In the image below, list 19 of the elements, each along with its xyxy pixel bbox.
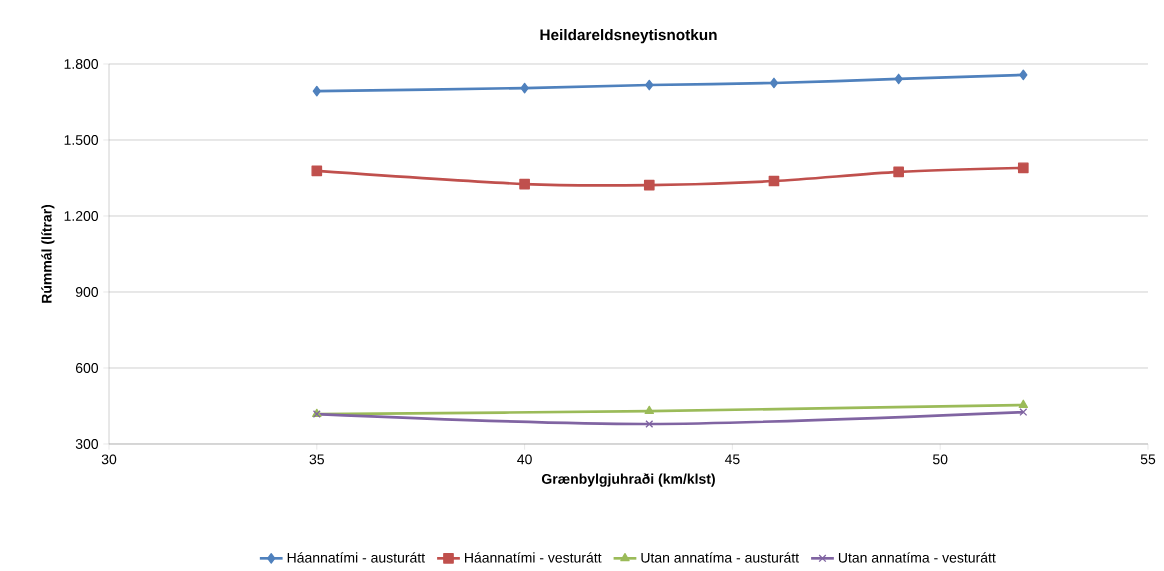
x-tick-label: 35	[309, 454, 324, 465]
chart-title: Heildareldsneytisnotkun	[540, 29, 717, 44]
x-axis-title: Grænbylgjuhraði (km/klst)	[541, 473, 715, 487]
x-tick-label: 40	[517, 454, 532, 465]
y-tick-label: 600	[75, 363, 99, 373]
legend-label: Háannatími - vesturátt	[465, 552, 602, 563]
y-tick-label: 1.800	[64, 59, 99, 69]
y-tick-label: 1.500	[64, 135, 99, 145]
x-tick-label: 50	[932, 454, 948, 465]
legend-label: Háannatími - austurátt	[287, 552, 425, 563]
y-tick-label: 300	[75, 439, 99, 449]
legend-label: Utan annatíma - vesturátt	[838, 552, 996, 563]
x-tick-label: 45	[724, 454, 740, 465]
y-tick-label: 900	[75, 287, 99, 297]
legend-label: Utan annatíma - austurátt	[641, 552, 799, 563]
x-tick-label: 30	[101, 454, 117, 465]
y-axis-title: Rúmmál (lítrar)	[41, 204, 55, 303]
x-tick-label: 55	[1140, 454, 1156, 465]
y-tick-label: 1.200	[64, 211, 99, 221]
